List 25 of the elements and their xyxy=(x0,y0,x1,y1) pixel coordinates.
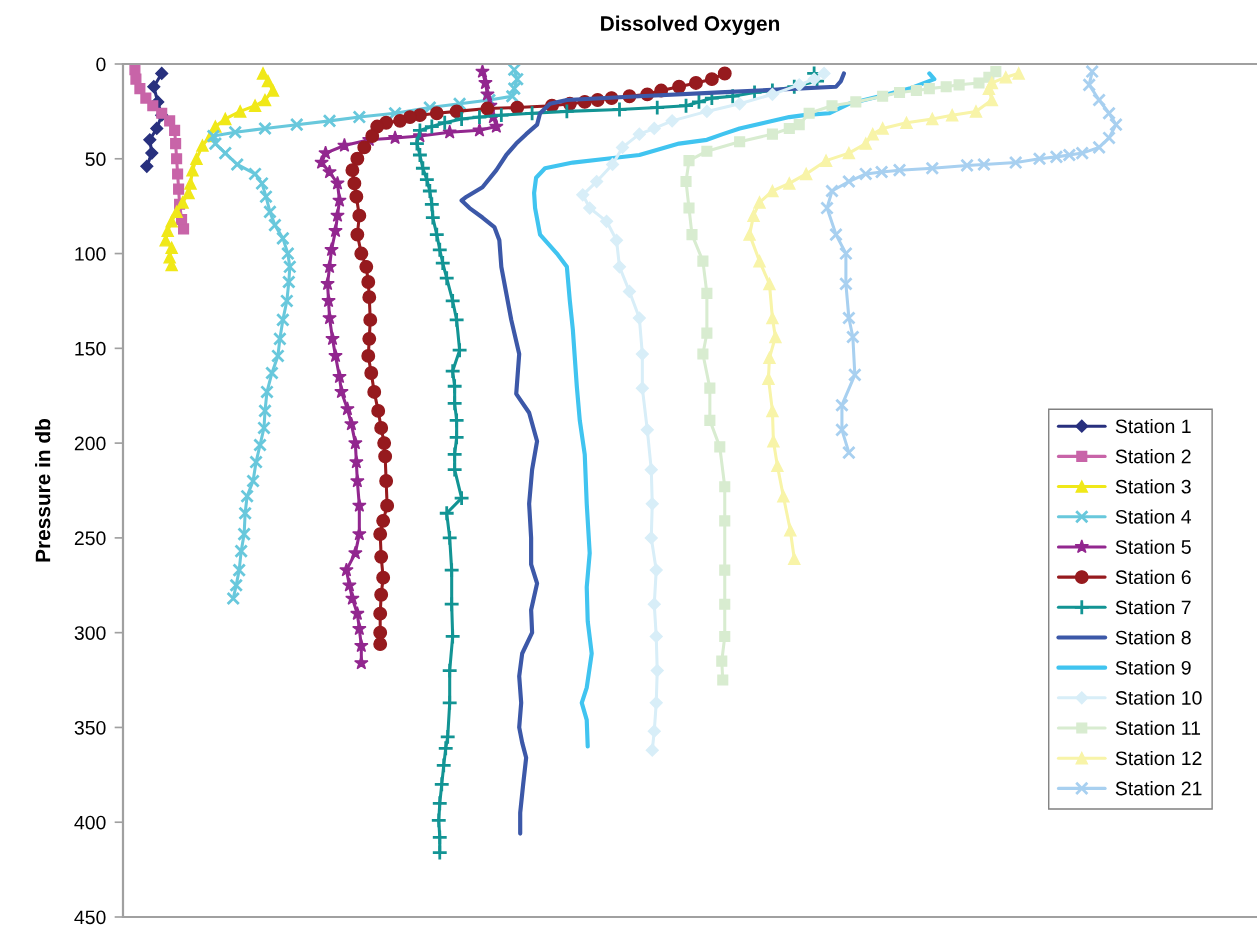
y-tick-label: 0 xyxy=(96,57,106,72)
legend-label: Station 4 xyxy=(1115,509,1192,524)
legend-label: Station 7 xyxy=(1115,600,1191,615)
legend-label: Station 8 xyxy=(1115,630,1191,645)
legend-label: Station 9 xyxy=(1115,660,1191,675)
y-axis-title: Pressure in db xyxy=(35,418,51,562)
y-tick-label: 100 xyxy=(75,247,106,261)
y-tick-label: 400 xyxy=(74,815,106,830)
y-tick-label: 450 xyxy=(74,910,106,925)
y-tick-label: 50 xyxy=(85,152,106,167)
y-tick-label: 150 xyxy=(75,341,106,356)
legend-label: Station 5 xyxy=(1115,539,1191,554)
y-tick-label: 300 xyxy=(74,626,106,640)
y-tick-label: 250 xyxy=(74,531,106,546)
chart-title: Dissolved Oxygen xyxy=(601,15,780,36)
legend-label: Station 6 xyxy=(1115,569,1191,585)
legend-label: Station 11 xyxy=(1115,720,1201,736)
y-tick-label: 350 xyxy=(74,720,106,735)
legend-label: Station 10 xyxy=(1115,690,1202,705)
legend-label: Station 1 xyxy=(1115,418,1191,434)
y-tick-label: 200 xyxy=(74,436,106,451)
legend-label: Station 3 xyxy=(1115,479,1191,494)
legend-label: Station 12 xyxy=(1115,750,1202,766)
legend-label: Station 21 xyxy=(1115,781,1202,796)
legend-label: Station 2 xyxy=(1115,449,1191,464)
